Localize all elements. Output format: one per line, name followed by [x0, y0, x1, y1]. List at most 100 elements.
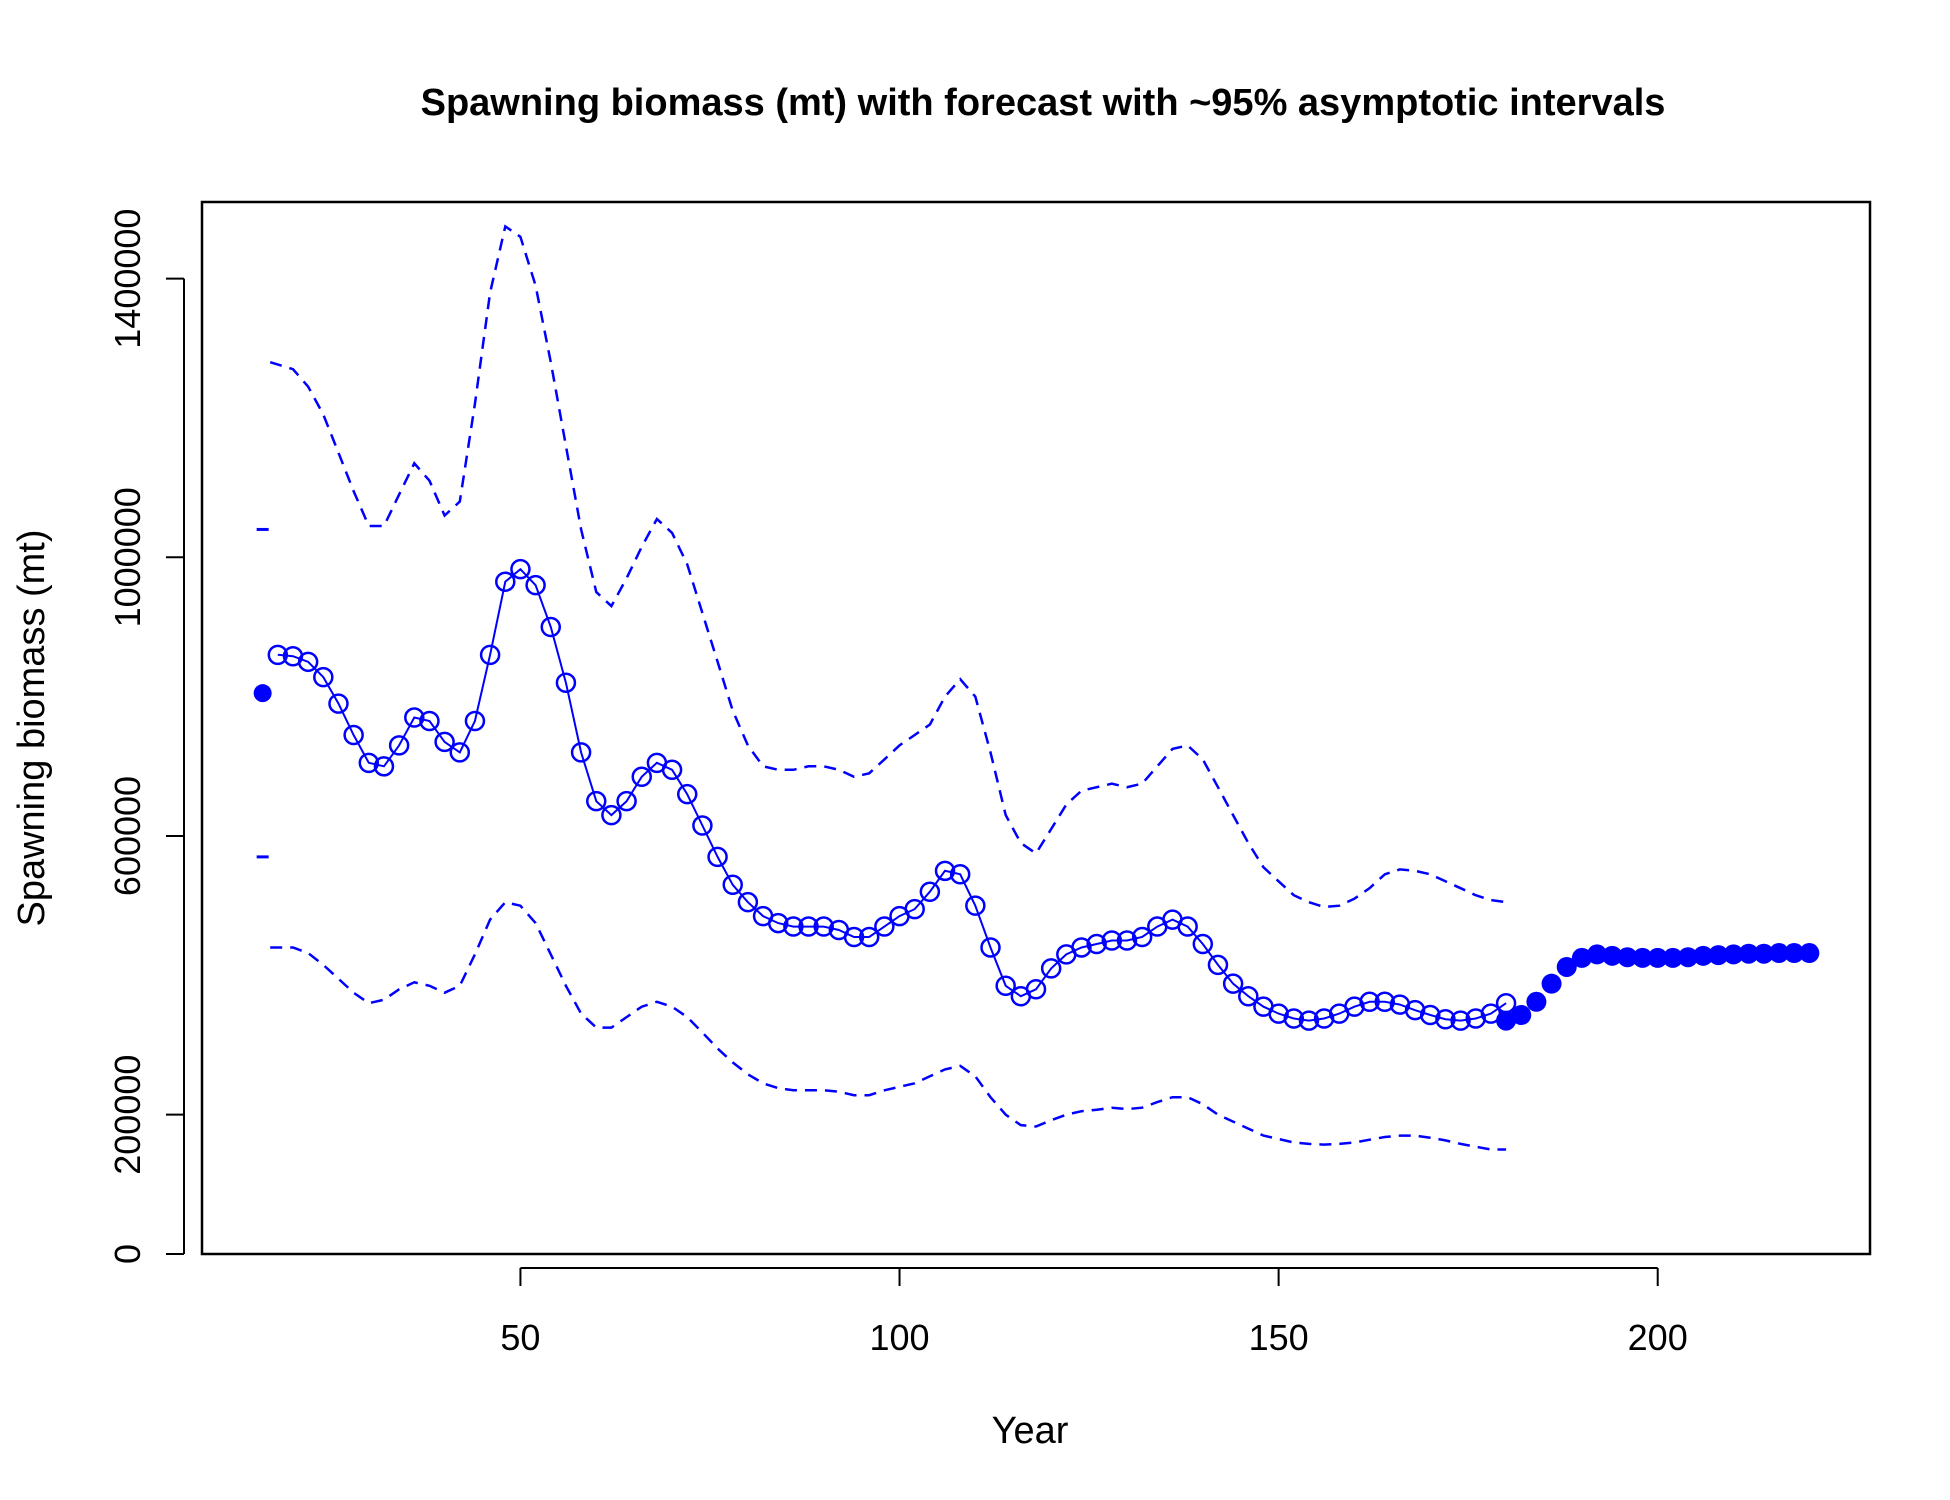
forecast-point — [1526, 991, 1547, 1012]
forecast-point — [1708, 945, 1729, 966]
estimate-point — [1450, 1010, 1471, 1031]
forecast-point — [1632, 947, 1653, 968]
estimate-point — [707, 846, 728, 868]
estimate-point — [404, 707, 425, 728]
estimate-point — [919, 881, 941, 902]
estimate-point — [1238, 985, 1259, 1007]
estimate-point — [373, 756, 395, 777]
estimate-point — [737, 891, 759, 913]
estimate-point — [1420, 1004, 1441, 1026]
estimate-point — [586, 790, 607, 812]
series-layer — [253, 224, 1820, 1151]
estimate-point — [464, 710, 486, 732]
estimate-point — [980, 937, 1001, 958]
forecast-point — [1511, 1005, 1532, 1026]
forecast-point — [1587, 944, 1608, 965]
estimate-point — [1298, 1010, 1320, 1031]
estimate-point — [1359, 991, 1380, 1013]
estimate-point — [1040, 958, 1062, 979]
estimate-point — [1207, 954, 1229, 976]
estimate-point — [540, 616, 562, 638]
estimate-point — [934, 860, 956, 882]
forecast-point — [1769, 943, 1790, 964]
estimate-point — [343, 724, 364, 746]
estimate-point — [843, 926, 865, 948]
estimate-line — [277, 567, 1507, 1022]
estimate-point — [570, 742, 592, 763]
estimate-point — [525, 574, 546, 596]
estimate-point — [949, 864, 971, 885]
estimate-point — [965, 895, 986, 916]
x-tick-label: 100 — [869, 1317, 929, 1358]
y-tick-label: 1400000 — [107, 209, 148, 349]
forecast-point — [1556, 956, 1577, 977]
estimate-point — [858, 926, 880, 948]
estimate-point — [676, 783, 698, 805]
x-axis-label: Year — [992, 1410, 1069, 1452]
forecast-point — [1678, 947, 1699, 968]
y-tick-label: 200000 — [107, 1055, 148, 1175]
estimate-point — [358, 752, 380, 774]
estimate-point — [798, 916, 819, 937]
upper-95-interval-line — [269, 224, 1507, 909]
estimate-point — [722, 874, 743, 896]
y-tick-label: 600000 — [107, 776, 148, 896]
estimate-point — [1086, 933, 1107, 955]
forecast-point — [1723, 944, 1744, 965]
y-tick-label: 0 — [107, 1244, 148, 1264]
forecast-point — [1647, 947, 1668, 968]
estimate-point — [313, 666, 334, 688]
y-axis-label: Spawning biomass (mt) — [11, 529, 53, 926]
estimate-point — [1192, 933, 1214, 955]
estimate-point — [661, 759, 683, 781]
forecast-point — [1799, 943, 1820, 964]
x-axis: 50 100 150 200 — [500, 1267, 1688, 1358]
estimate-point — [1101, 930, 1123, 951]
estimate-point — [1071, 937, 1092, 958]
forecast-point — [1738, 943, 1759, 964]
estimate-point — [601, 804, 622, 826]
estimate-point — [904, 898, 925, 920]
forecast-point — [1496, 1010, 1517, 1031]
estimate-point — [388, 735, 410, 756]
y-axis: 0 200000 600000 1000000 1400000 — [107, 209, 185, 1264]
forecast-point — [1662, 947, 1683, 968]
estimate-point — [1374, 991, 1396, 1013]
forecast-point — [1571, 947, 1592, 968]
forecast-point — [1617, 947, 1638, 968]
chart-title: Spawning biomass (mt) with forecast with… — [421, 82, 1666, 124]
estimate-point — [328, 693, 349, 714]
forecast-point — [1541, 973, 1562, 994]
estimate-point — [692, 815, 713, 836]
estimate-point — [616, 790, 637, 812]
estimate-point — [631, 766, 652, 788]
estimate-point — [1283, 1008, 1305, 1029]
estimate-point — [813, 916, 834, 937]
x-tick-label: 150 — [1249, 1317, 1309, 1358]
estimate-point — [495, 571, 516, 592]
forecast-point — [1753, 943, 1774, 964]
estimate-point — [1025, 979, 1047, 1000]
estimate-point — [449, 742, 471, 763]
lower-95-interval-line — [270, 900, 1507, 1151]
estimate-point — [1177, 916, 1198, 937]
x-tick-label: 200 — [1628, 1317, 1688, 1358]
virgin-point — [253, 684, 272, 703]
estimate-point — [783, 916, 804, 937]
estimate-point — [434, 731, 455, 753]
estimate-point — [510, 558, 531, 580]
forecast-point — [1693, 945, 1714, 966]
estimate-point — [1131, 926, 1153, 948]
estimate-point — [419, 710, 440, 732]
forecast-point — [1784, 943, 1805, 964]
estimate-point — [1222, 973, 1244, 994]
estimate-point — [267, 644, 289, 666]
estimate-point — [995, 975, 1016, 997]
plot-frame — [200, 200, 1872, 1256]
estimate-point — [479, 644, 501, 666]
estimate-point — [767, 912, 789, 934]
estimate-point — [555, 672, 577, 693]
estimate-point — [297, 651, 319, 673]
estimate-point — [874, 916, 895, 937]
